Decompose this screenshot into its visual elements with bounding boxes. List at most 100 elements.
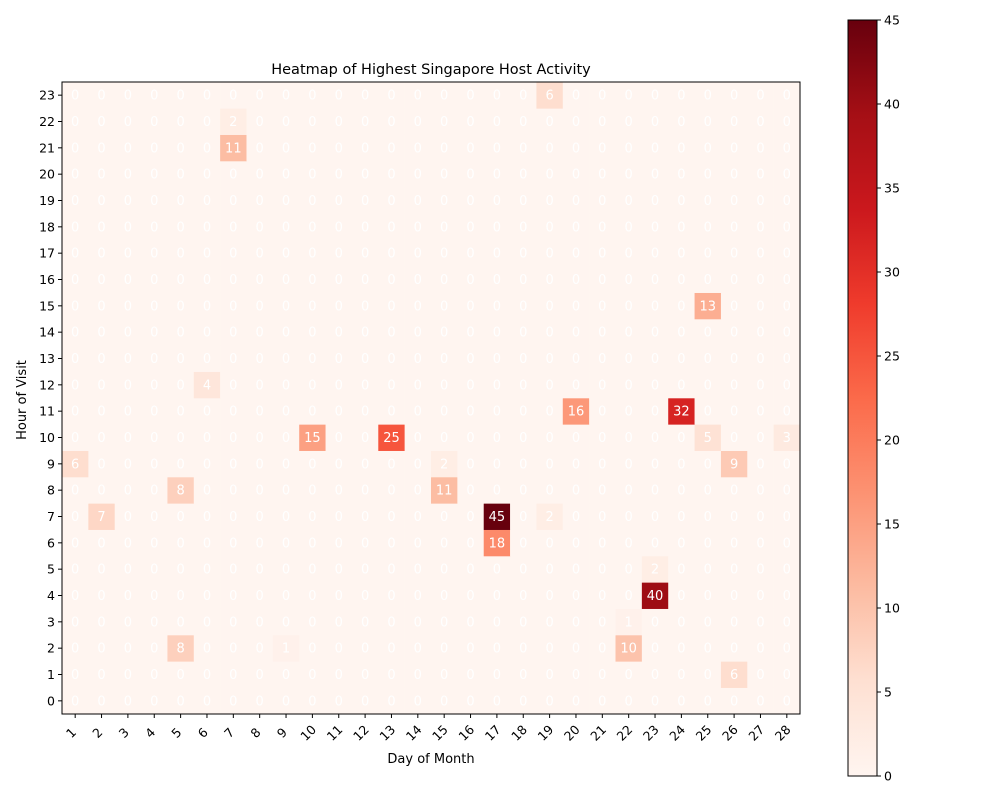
y-tick-label: 12 bbox=[39, 377, 55, 392]
heatmap-cell bbox=[114, 319, 142, 346]
x-axis-label: Day of Month bbox=[387, 752, 474, 767]
heatmap-cell bbox=[141, 582, 168, 609]
cell-value-label: 0 bbox=[545, 273, 553, 288]
heatmap-cell bbox=[510, 635, 537, 662]
cell-value-label: 0 bbox=[519, 141, 527, 156]
cell-value-label: 0 bbox=[256, 668, 264, 683]
heatmap-cell bbox=[299, 635, 326, 662]
cell-value-label: 0 bbox=[783, 194, 791, 209]
cell-value-label: 0 bbox=[97, 220, 105, 235]
heatmap-cell bbox=[220, 687, 247, 715]
cell-value-label: 0 bbox=[282, 536, 290, 551]
heatmap-cell bbox=[510, 582, 537, 609]
cell-value-label: 0 bbox=[493, 194, 501, 209]
cell-value-label: 0 bbox=[651, 457, 659, 472]
heatmap-cell bbox=[167, 240, 195, 267]
heatmap-cell bbox=[246, 529, 274, 557]
cell-value-label: 0 bbox=[203, 141, 211, 156]
heatmap-cell bbox=[536, 556, 564, 583]
heatmap-cell bbox=[167, 661, 195, 688]
x-tick-label: 2 bbox=[89, 725, 105, 741]
cell-value-label: 0 bbox=[361, 89, 369, 104]
x-tick-label: 25 bbox=[693, 722, 715, 744]
cell-value-label: 0 bbox=[256, 194, 264, 209]
heatmap-cell bbox=[589, 371, 616, 399]
heatmap-cell bbox=[246, 661, 274, 688]
y-tick-label: 8 bbox=[47, 483, 55, 498]
heatmap-cell bbox=[641, 556, 669, 583]
heatmap-cell bbox=[272, 503, 300, 530]
cell-value-label: 0 bbox=[414, 194, 422, 209]
cell-value-label: 0 bbox=[730, 273, 738, 288]
heatmap-cell bbox=[141, 82, 168, 109]
cell-value-label: 0 bbox=[124, 431, 132, 446]
heatmap-cell bbox=[747, 161, 774, 188]
cell-value-label: 0 bbox=[598, 563, 606, 578]
heatmap-cell bbox=[404, 82, 432, 109]
cell-value-label: 45 bbox=[489, 510, 506, 525]
heatmap-cell bbox=[773, 345, 801, 372]
cell-value-label: 0 bbox=[308, 115, 316, 130]
cell-value-label: 0 bbox=[466, 168, 474, 183]
heatmap-cell bbox=[299, 240, 326, 267]
heatmap-cell bbox=[773, 529, 801, 557]
cell-value-label: 0 bbox=[387, 589, 395, 604]
heatmap-cell bbox=[114, 687, 142, 715]
heatmap-cell bbox=[431, 556, 458, 583]
cell-value-label: 0 bbox=[256, 615, 264, 630]
heatmap-cell bbox=[536, 424, 564, 451]
cell-value-label: 0 bbox=[176, 89, 184, 104]
cell-value-label: 0 bbox=[387, 89, 395, 104]
cell-value-label: 0 bbox=[361, 536, 369, 551]
cell-value-label: 0 bbox=[414, 299, 422, 314]
heatmap-cell bbox=[431, 635, 458, 662]
heatmap-cell bbox=[378, 635, 405, 662]
heatmap-cell bbox=[720, 582, 748, 609]
cell-value-label: 0 bbox=[150, 536, 158, 551]
cell-value-label: 0 bbox=[677, 326, 685, 341]
heatmap-cell bbox=[167, 582, 195, 609]
heatmap-cell bbox=[589, 213, 616, 241]
cell-value-label: 0 bbox=[572, 326, 580, 341]
cell-value-label: 0 bbox=[730, 247, 738, 262]
cell-value-label: 0 bbox=[756, 194, 764, 209]
heatmap-cell bbox=[457, 345, 485, 372]
cell-value-label: 0 bbox=[756, 405, 764, 420]
heatmap-cell bbox=[483, 345, 511, 372]
cell-value-label: 6 bbox=[545, 89, 553, 104]
heatmap-cell bbox=[88, 240, 116, 267]
heatmap-cell bbox=[694, 424, 722, 451]
heatmap-cell bbox=[62, 319, 89, 346]
heatmap-cell bbox=[141, 424, 168, 451]
heatmap-cell bbox=[562, 371, 590, 399]
cell-value-label: 0 bbox=[545, 220, 553, 235]
cell-value-label: 0 bbox=[387, 299, 395, 314]
cell-value-label: 0 bbox=[97, 694, 105, 709]
cell-value-label: 0 bbox=[756, 563, 764, 578]
cell-value-label: 0 bbox=[651, 668, 659, 683]
heatmap-cell bbox=[747, 240, 774, 267]
cell-value-label: 0 bbox=[466, 247, 474, 262]
colorbar-tick-label: 30 bbox=[884, 265, 900, 280]
cell-value-label: 0 bbox=[440, 431, 448, 446]
heatmap-cell bbox=[325, 108, 353, 135]
heatmap-cell bbox=[246, 450, 274, 478]
cell-value-label: 0 bbox=[229, 563, 237, 578]
heatmap-cell bbox=[404, 213, 432, 241]
heatmap-cell bbox=[562, 635, 590, 662]
cell-value-label: 0 bbox=[361, 510, 369, 525]
cell-value-label: 0 bbox=[677, 457, 685, 472]
heatmap-cell bbox=[720, 187, 748, 214]
heatmap-cell bbox=[404, 292, 432, 320]
heatmap-cell bbox=[536, 582, 564, 609]
heatmap-cell bbox=[351, 450, 379, 478]
cell-value-label: 0 bbox=[71, 694, 79, 709]
cell-value-label: 0 bbox=[440, 510, 448, 525]
heatmap-cell bbox=[167, 266, 195, 293]
heatmap-cell bbox=[325, 213, 353, 241]
cell-value-label: 0 bbox=[150, 431, 158, 446]
plot-frame bbox=[61, 81, 801, 715]
cell-value-label: 0 bbox=[71, 668, 79, 683]
heatmap-cell bbox=[167, 687, 195, 715]
heatmap-cell bbox=[562, 398, 590, 425]
